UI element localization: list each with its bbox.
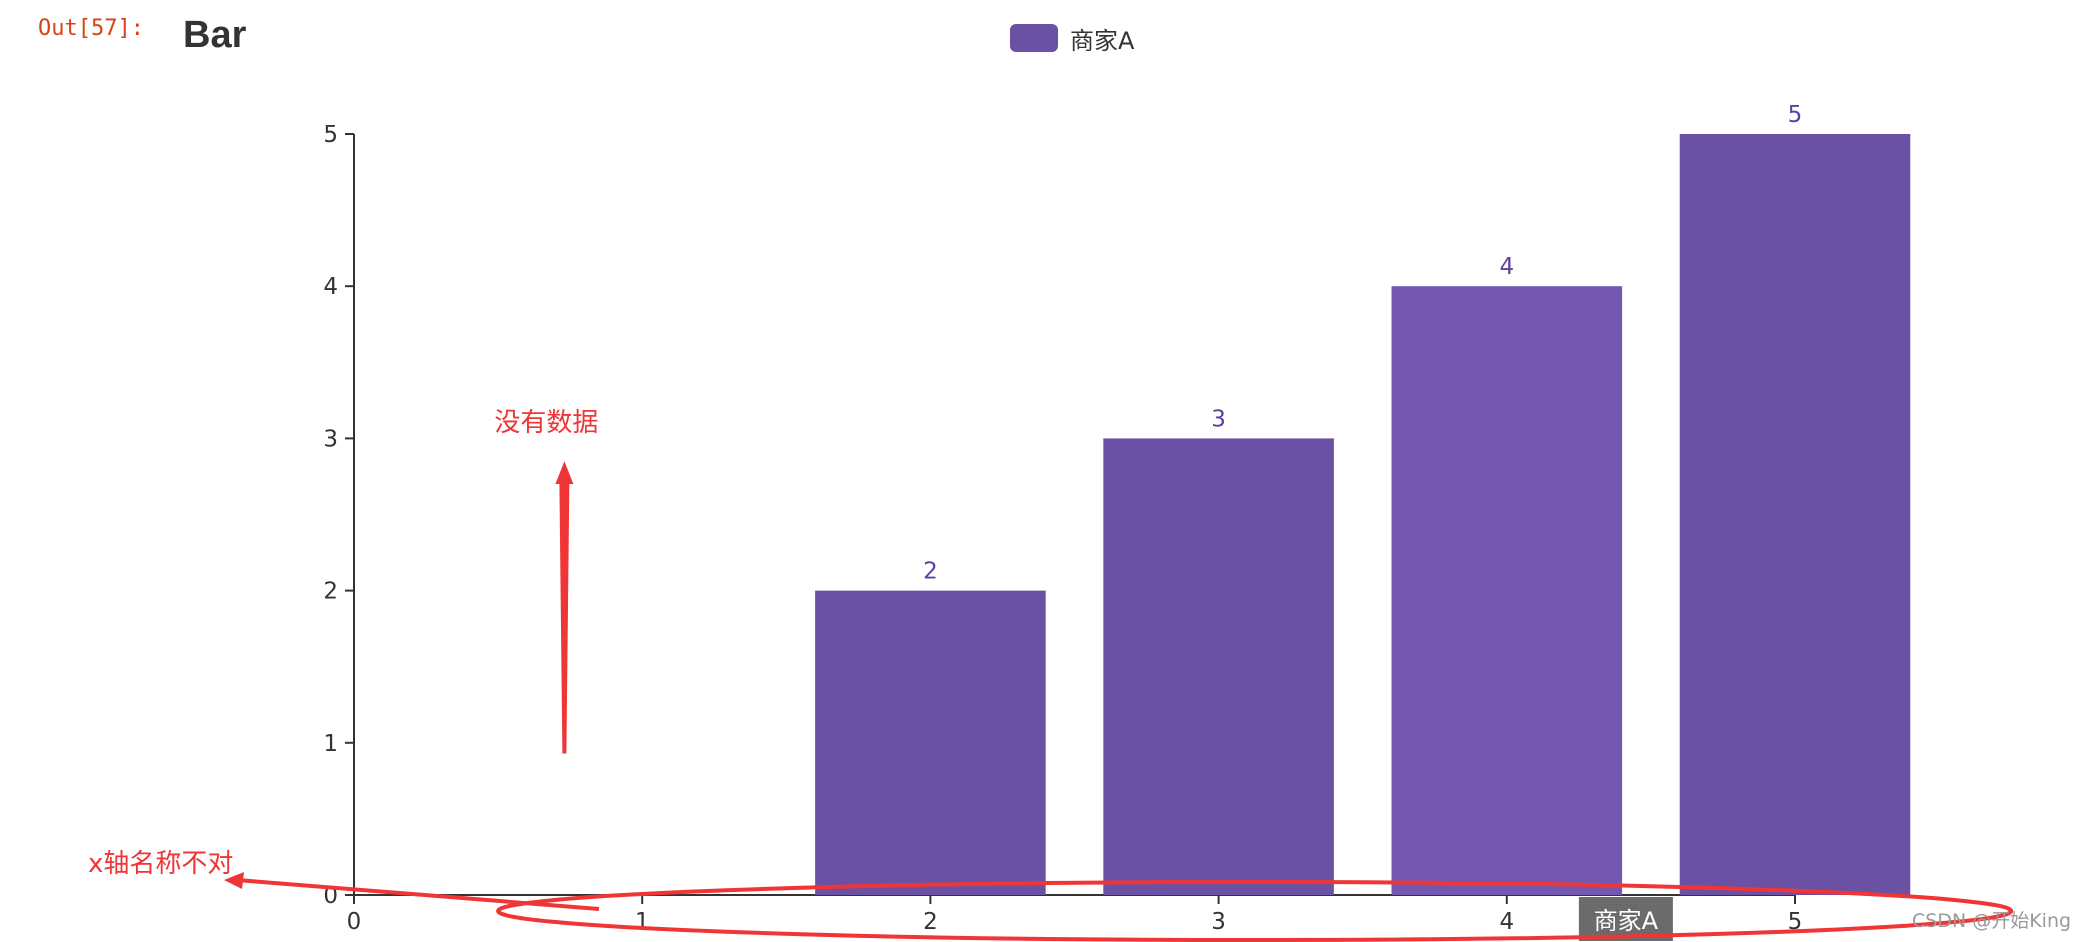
bar <box>1679 134 1911 895</box>
x-tick-label: 5 <box>1788 909 1803 935</box>
bar-value-label: 5 <box>1788 102 1803 128</box>
legend[interactable]: 商家A <box>1010 22 1135 55</box>
annotation-arrow-head <box>555 461 574 485</box>
y-tick-label: 1 <box>323 731 338 757</box>
annotation-no-data: 没有数据 <box>494 408 598 438</box>
bar <box>1391 286 1623 895</box>
x-tick-label: 0 <box>347 909 362 935</box>
y-tick-label: 4 <box>323 274 338 300</box>
bar <box>815 590 1046 895</box>
y-tick-label: 3 <box>323 426 338 452</box>
x-tick-label: 1 <box>635 909 650 935</box>
annotation-x-name: x轴名称不对 <box>88 849 233 879</box>
bar-value-label: 3 <box>1211 406 1226 432</box>
output-prompt: Out[57]: <box>38 16 144 41</box>
annotation-arrow-line <box>236 878 600 911</box>
bar-value-label: 2 <box>923 559 938 585</box>
bar-value-label: 4 <box>1499 254 1514 280</box>
x-tick-label: 4 <box>1499 909 1514 935</box>
annotation-arrow-head-left <box>224 872 244 889</box>
y-tick-label: 5 <box>323 122 338 148</box>
legend-label: 商家A <box>1070 26 1135 55</box>
watermark: CSDN @开始King <box>1912 910 2072 932</box>
chart-title: Bar <box>183 14 247 56</box>
x-axis-name: 商家A <box>1594 907 1659 935</box>
bar <box>1103 438 1334 895</box>
annotation-arrow-shaft <box>559 481 570 754</box>
annotation-ellipse <box>496 880 2014 942</box>
x-tick-label: 3 <box>1211 909 1226 935</box>
y-tick-label: 2 <box>323 579 338 605</box>
legend-swatch <box>1010 24 1058 52</box>
x-tick-label: 2 <box>923 909 938 935</box>
